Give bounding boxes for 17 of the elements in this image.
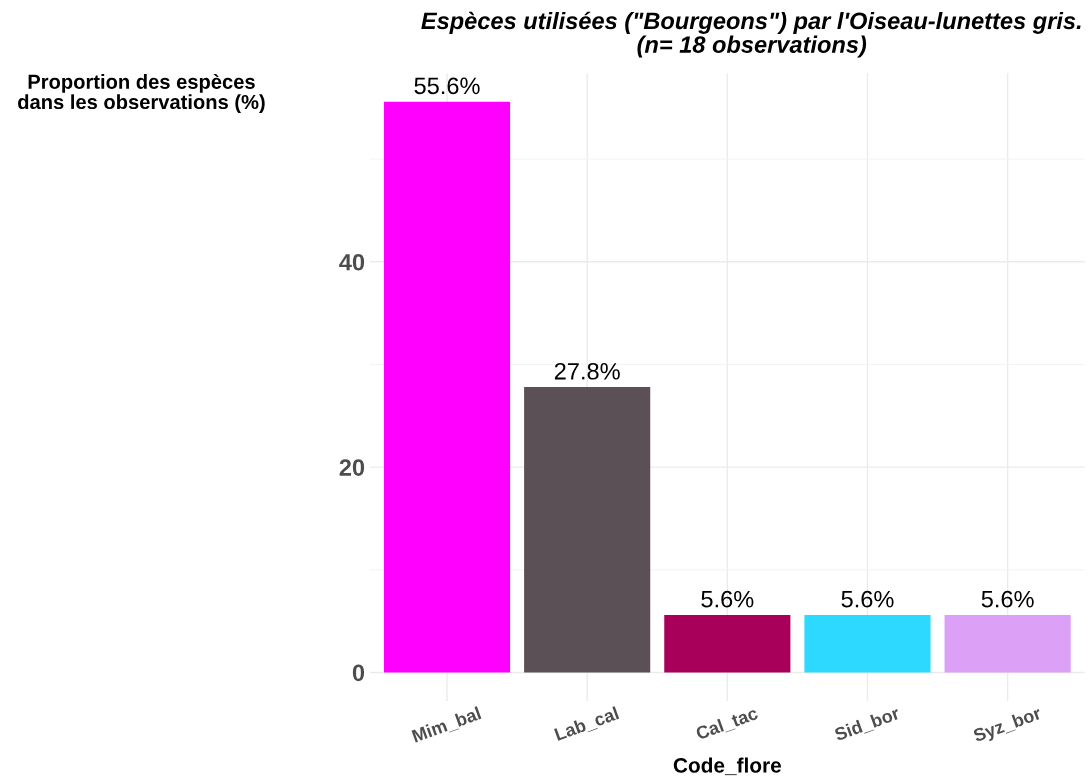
x-tick-label: Cal_tac xyxy=(694,706,760,742)
bar xyxy=(664,614,791,673)
data-label: 5.6% xyxy=(841,590,894,608)
data-label: 5.6% xyxy=(981,590,1034,608)
y-tick-label: 40 xyxy=(339,253,365,271)
bar xyxy=(383,101,511,673)
y-tick-label: 0 xyxy=(352,664,365,682)
bar xyxy=(804,614,931,673)
bar xyxy=(944,614,1071,673)
data-label: 27.8% xyxy=(554,362,620,380)
bar xyxy=(524,387,651,673)
chart-title: Espèces utilisées ("Bourgeons") par l'Oiseau-lunettes gris. (n= 18 observations) xyxy=(421,11,1081,58)
x-axis-title: Code_flore xyxy=(673,757,782,776)
data-label: 55.6% xyxy=(414,77,480,95)
data-label: 5.6% xyxy=(701,590,754,608)
y-tick-label: 20 xyxy=(339,459,365,476)
y-axis-title: Proportion des espèces dans les observations (%) xyxy=(18,73,265,114)
